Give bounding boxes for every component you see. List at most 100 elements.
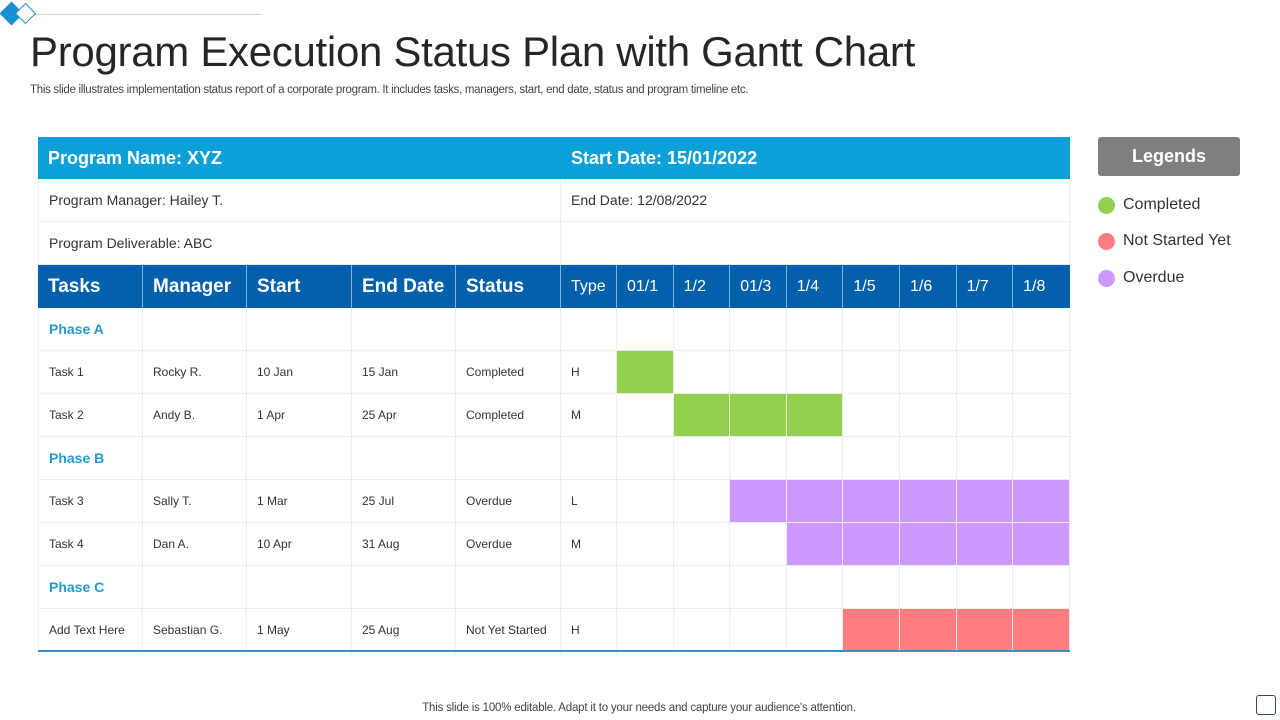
type-cell <box>561 308 617 350</box>
timeline-cell <box>674 308 731 350</box>
end-date-cell: 31 Aug <box>352 523 456 565</box>
program-start-date: Start Date: 15/01/2022 <box>571 147 758 168</box>
status-cell: Completed <box>456 394 561 436</box>
timeline-cell <box>900 437 957 479</box>
program-deliverable: Program Deliverable: ABC <box>38 222 561 264</box>
col-header-month-6: 1/6 <box>900 265 957 308</box>
timeline-cell <box>787 609 844 650</box>
timeline-cell <box>617 566 674 608</box>
gantt-bar-cell <box>786 480 844 522</box>
end-date-cell: 25 Apr <box>352 394 456 436</box>
slide-subtitle: This slide illustrates implementation st… <box>30 84 749 96</box>
not-started-dot-icon <box>1098 232 1115 250</box>
program-end-date: End Date: 12/08/2022 <box>561 179 1070 221</box>
task-row: Task 4 Dan A. 10 Apr 31 Aug Overdue M <box>38 523 1070 566</box>
status-cell <box>456 437 561 479</box>
end-date-cell: 25 Jul <box>352 480 456 522</box>
gantt-bar-cell <box>956 523 1014 565</box>
manager-cell: Rocky R. <box>143 351 247 393</box>
start-cell: 10 Apr <box>247 523 352 565</box>
corner-square-icon <box>1256 695 1276 715</box>
timeline-cell <box>1013 308 1070 350</box>
gantt-bar-cell <box>786 523 844 565</box>
col-header-month-8: 1/8 <box>1023 277 1046 295</box>
gantt-bar-cell <box>1013 609 1070 650</box>
status-cell: Completed <box>456 351 561 393</box>
task-cell: Add Text Here <box>38 609 143 650</box>
status-cell <box>456 308 561 350</box>
gantt-table: Program Name: XYZ Start Date: 15/01/2022… <box>38 137 1070 652</box>
timeline-cell <box>957 437 1014 479</box>
timeline-cell <box>843 437 900 479</box>
outline-diamond-icon <box>14 2 37 25</box>
timeline-cell <box>617 523 674 565</box>
type-cell: M <box>561 394 617 436</box>
task-row: Task 1 Rocky R. 10 Jan 15 Jan Completed H <box>38 351 1070 394</box>
task-cell: Task 4 <box>38 523 143 565</box>
timeline-cell <box>900 566 957 608</box>
gantt-bar-cell <box>730 394 787 436</box>
timeline-cell <box>674 609 731 650</box>
timeline-cell <box>617 609 674 650</box>
timeline-cell <box>843 308 900 350</box>
start-cell: 1 Apr <box>247 394 352 436</box>
task-cell: Task 1 <box>38 351 143 393</box>
timeline-cell <box>730 523 787 565</box>
col-header-month-1: 01/1 <box>617 265 674 308</box>
task-row: Task 3 Sally T. 1 Mar 25 Jul Overdue L <box>38 480 1070 523</box>
task-cell: Task 2 <box>38 394 143 436</box>
gantt-bar-cell <box>1013 523 1070 565</box>
end-date-cell <box>352 437 456 479</box>
col-header-end-date: End Date <box>352 265 456 308</box>
timeline-cell <box>1013 351 1070 393</box>
end-date-cell <box>352 566 456 608</box>
program-name: Program Name: XYZ <box>48 147 223 168</box>
timeline-cell <box>674 351 731 393</box>
timeline-cell <box>730 351 787 393</box>
manager-cell <box>143 566 247 608</box>
legend-label: Completed <box>1123 196 1201 213</box>
timeline-cell <box>674 523 731 565</box>
program-manager: Program Manager: Hailey T. <box>38 179 561 221</box>
col-header-month-3: 01/3 <box>730 265 787 308</box>
col-header-start: Start <box>247 265 352 308</box>
gantt-bar-cell <box>956 609 1014 650</box>
manager-cell: Sebastian G. <box>143 609 247 650</box>
overdue-dot-icon <box>1098 269 1115 287</box>
type-cell <box>561 437 617 479</box>
legend-item-overdue: Overdue <box>1098 269 1184 287</box>
slide-footer: This slide is 100% editable. Adapt it to… <box>422 702 856 714</box>
timeline-cell <box>957 394 1014 436</box>
col-header-month-7: 1/7 <box>957 265 1014 308</box>
end-date-cell: 15 Jan <box>352 351 456 393</box>
completed-dot-icon <box>1098 196 1115 214</box>
phase-row: Phase B <box>38 437 1070 480</box>
program-deliverable-row: Program Deliverable: ABC <box>38 222 1070 265</box>
timeline-cell <box>1013 437 1070 479</box>
task-cell: Task 3 <box>38 480 143 522</box>
col-header-type: Type <box>561 265 617 308</box>
timeline-cell <box>730 566 787 608</box>
timeline-cell <box>1013 394 1070 436</box>
type-cell <box>561 566 617 608</box>
legend-panel: Legends Completed Not Started Yet Overdu… <box>1098 137 1240 287</box>
gantt-bar-cell <box>617 351 674 393</box>
timeline-cell <box>843 566 900 608</box>
manager-cell <box>143 437 247 479</box>
timeline-cell <box>617 308 674 350</box>
timeline-cell <box>787 566 844 608</box>
start-cell <box>247 308 352 350</box>
col-header-month-4: 1/4 <box>787 265 844 308</box>
start-cell <box>247 437 352 479</box>
timeline-cell <box>674 437 731 479</box>
timeline-cell <box>900 351 957 393</box>
column-header-row: Tasks Manager Start End Date Status Type… <box>38 265 1070 308</box>
empty-cell <box>561 222 1070 264</box>
phase-label: Phase A <box>38 308 143 350</box>
timeline-cell <box>787 437 844 479</box>
manager-cell: Sally T. <box>143 480 247 522</box>
gantt-bar-cell <box>899 480 957 522</box>
task-row: Task 2 Andy B. 1 Apr 25 Apr Completed M <box>38 394 1070 437</box>
timeline-cell <box>617 480 674 522</box>
timeline-cell <box>843 394 900 436</box>
